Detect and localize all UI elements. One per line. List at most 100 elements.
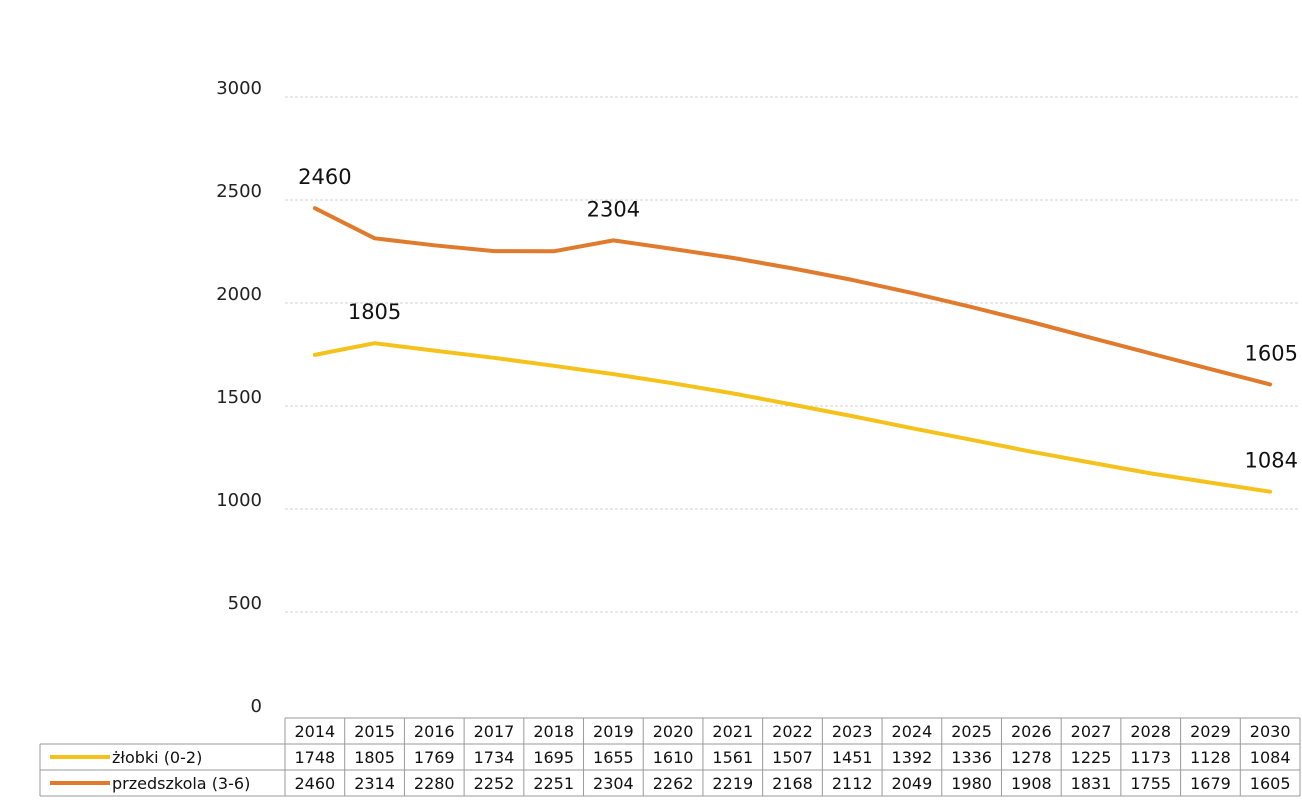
series-line bbox=[312, 206, 1273, 387]
data-point bbox=[433, 350, 435, 352]
data-point bbox=[851, 279, 853, 281]
data-point bbox=[1269, 383, 1271, 385]
x-tick-label: 2028 bbox=[1130, 722, 1171, 741]
x-tick-label: 2021 bbox=[712, 722, 753, 741]
table-cell: 1084 bbox=[1250, 748, 1291, 767]
data-point bbox=[374, 237, 376, 239]
x-tick-label: 2027 bbox=[1071, 722, 1112, 741]
table-cell: 1679 bbox=[1190, 774, 1231, 793]
data-point bbox=[553, 250, 555, 252]
table-cell: 2168 bbox=[772, 774, 813, 793]
table-cell: 1695 bbox=[533, 748, 574, 767]
data-point bbox=[1209, 368, 1211, 370]
x-tick-label: 2019 bbox=[593, 722, 634, 741]
table-cell: 1908 bbox=[1011, 774, 1052, 793]
data-point bbox=[851, 415, 853, 417]
table-cell: 2304 bbox=[593, 774, 634, 793]
table-cell: 2251 bbox=[533, 774, 574, 793]
y-tick-label: 0 bbox=[251, 696, 262, 717]
y-tick-label: 2000 bbox=[216, 284, 262, 305]
y-tick-label: 3000 bbox=[216, 78, 262, 99]
data-point bbox=[1030, 451, 1032, 453]
data-label: 2304 bbox=[587, 197, 640, 221]
table-cell: 2280 bbox=[414, 774, 455, 793]
table-cell: 2262 bbox=[653, 774, 694, 793]
table-cell: 1392 bbox=[892, 748, 933, 767]
table-cell: 2314 bbox=[354, 774, 395, 793]
table-cell: 1507 bbox=[772, 748, 813, 767]
data-table: 2014 2015 2016 2017 2018 2019 2020 2021 2022 2023… bbox=[39, 717, 1301, 797]
y-tick-label: 1500 bbox=[216, 387, 262, 408]
table-cell: 2219 bbox=[712, 774, 753, 793]
data-point bbox=[911, 292, 913, 294]
data-point bbox=[314, 207, 316, 209]
x-tick-label: 2017 bbox=[474, 722, 515, 741]
table-cell: 1225 bbox=[1071, 748, 1112, 767]
data-point bbox=[911, 427, 913, 429]
table-cell: 2460 bbox=[294, 774, 335, 793]
table-cell: 1734 bbox=[474, 748, 515, 767]
data-point bbox=[1269, 491, 1271, 493]
table-cell: 1173 bbox=[1130, 748, 1171, 767]
x-tick-label: 2016 bbox=[414, 722, 455, 741]
data-label: 1605 bbox=[1245, 341, 1298, 365]
y-tick-label: 1000 bbox=[216, 490, 262, 511]
table-cell: 2112 bbox=[832, 774, 873, 793]
x-tick-label: 2029 bbox=[1190, 722, 1231, 741]
table-cell: 1980 bbox=[951, 774, 992, 793]
x-tick-label: 2022 bbox=[772, 722, 813, 741]
data-point bbox=[433, 244, 435, 246]
data-label: 1084 bbox=[1245, 449, 1298, 473]
data-labels: 1805 1084 2460 2304 1605 bbox=[298, 165, 1298, 472]
data-point bbox=[493, 357, 495, 359]
data-point bbox=[1150, 352, 1152, 354]
data-label: 1805 bbox=[348, 300, 401, 324]
data-point bbox=[374, 342, 376, 344]
x-tick-label: 2018 bbox=[533, 722, 574, 741]
y-tick-label: 2500 bbox=[216, 181, 262, 202]
data-label: 2460 bbox=[298, 165, 351, 189]
data-point bbox=[1150, 472, 1152, 474]
series-line bbox=[312, 341, 1273, 494]
table-cell: 1336 bbox=[951, 748, 992, 767]
data-point bbox=[1030, 321, 1032, 323]
x-tick-label: 2023 bbox=[832, 722, 873, 741]
data-point bbox=[1090, 337, 1092, 339]
data-point bbox=[732, 257, 734, 259]
table-cell: 1831 bbox=[1071, 774, 1112, 793]
y-tick-label: 500 bbox=[228, 593, 262, 614]
table-cell: 1748 bbox=[294, 748, 335, 767]
table-cell: 1655 bbox=[593, 748, 634, 767]
gridlines bbox=[285, 96, 1300, 613]
data-point bbox=[493, 250, 495, 252]
data-point bbox=[612, 239, 614, 241]
table-cell: 1128 bbox=[1190, 748, 1231, 767]
x-tick-label: 2026 bbox=[1011, 722, 1052, 741]
y-axis: 0 500 1000 1500 2000 2500 3000 bbox=[216, 78, 262, 717]
data-point bbox=[792, 404, 793, 406]
data-point bbox=[1209, 482, 1211, 484]
data-point bbox=[672, 248, 674, 250]
series-lines bbox=[312, 206, 1273, 494]
data-point bbox=[612, 373, 614, 375]
data-point bbox=[314, 354, 316, 356]
x-tick-label: 2030 bbox=[1250, 722, 1291, 741]
x-tick-label: 2024 bbox=[892, 722, 933, 741]
x-tick-label: 2015 bbox=[354, 722, 395, 741]
legend-label: żłobki (0-2) bbox=[112, 748, 202, 767]
table-cell: 2252 bbox=[474, 774, 515, 793]
table-cell: 1805 bbox=[354, 748, 395, 767]
data-point bbox=[1090, 462, 1092, 464]
table-cell: 1278 bbox=[1011, 748, 1052, 767]
data-point bbox=[553, 365, 555, 367]
data-point bbox=[792, 267, 793, 269]
data-point bbox=[971, 306, 973, 308]
table-cell: 1561 bbox=[712, 748, 753, 767]
legend-label: przedszkola (3-6) bbox=[112, 774, 250, 793]
table-cell: 1605 bbox=[1250, 774, 1291, 793]
data-point bbox=[971, 439, 973, 441]
table-cell: 1610 bbox=[653, 748, 694, 767]
x-tick-label: 2014 bbox=[294, 722, 335, 741]
data-point bbox=[672, 382, 674, 384]
